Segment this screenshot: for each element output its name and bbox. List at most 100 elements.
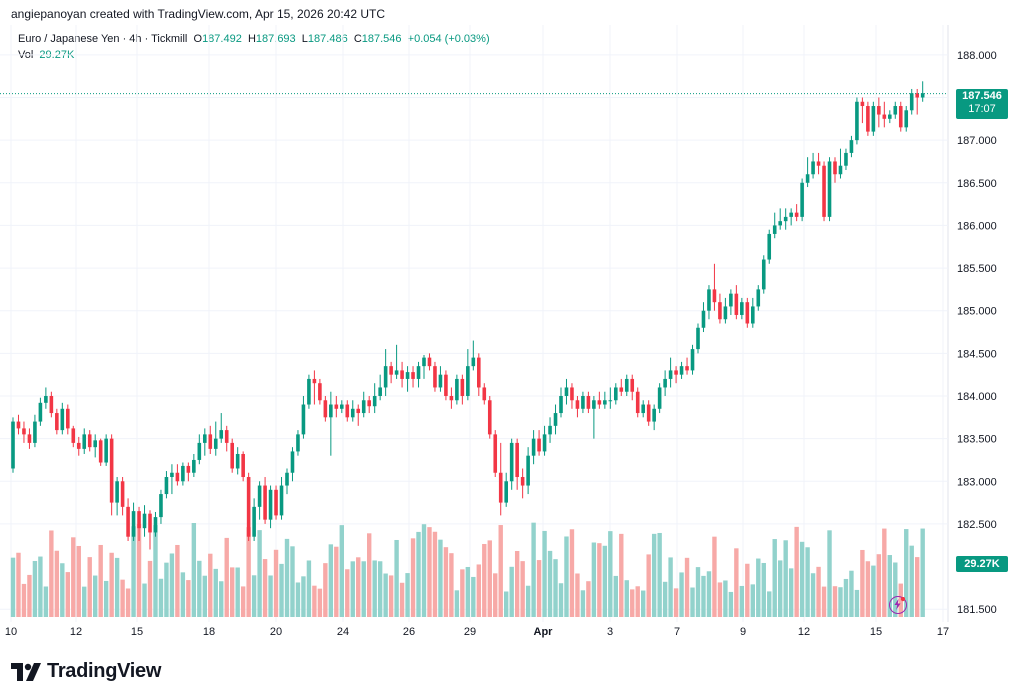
candle-body	[789, 212, 793, 217]
volume-bar	[136, 524, 142, 617]
volume-bar	[208, 553, 213, 617]
candle-body	[449, 395, 454, 401]
tradingview-logo[interactable]: TradingView	[11, 660, 161, 683]
symbol-title[interactable]: Euro / Japanese Yen · 4h · Tickmill	[18, 33, 188, 45]
candle-body	[553, 413, 558, 426]
candle-body	[400, 370, 404, 379]
candle-body	[871, 106, 876, 132]
volume-bar	[668, 557, 673, 617]
volume-bar	[246, 527, 251, 617]
volume-bar	[514, 550, 520, 617]
volume-bar	[251, 575, 257, 617]
volume-bar	[383, 573, 388, 617]
candle-body	[438, 374, 443, 388]
candle-body	[531, 438, 536, 456]
candle-body	[334, 404, 339, 409]
volume-bar	[564, 536, 569, 617]
candle-body	[778, 221, 782, 226]
candle-body	[312, 378, 317, 384]
open-value: 187.492	[202, 33, 242, 45]
candle-body	[246, 477, 251, 537]
volume-bar	[504, 591, 509, 617]
candle-body	[888, 114, 892, 119]
candle-body	[181, 465, 185, 482]
candle-body	[257, 485, 262, 507]
volume-badge: 29.27K	[956, 556, 1008, 572]
candle-body	[120, 481, 125, 507]
volume-bar	[312, 585, 317, 617]
candle-body	[800, 182, 804, 217]
candle-body	[296, 434, 300, 452]
time-tick-label: 15	[131, 626, 143, 638]
candle-body	[696, 327, 700, 350]
grid-lines	[0, 25, 949, 622]
volume-bar	[169, 553, 175, 617]
volume-bar	[843, 578, 849, 617]
candle-body	[87, 434, 92, 448]
volume-bar	[186, 580, 191, 617]
candle-body	[756, 289, 761, 307]
volume-bar	[421, 524, 427, 617]
volume-bar	[454, 590, 460, 617]
volume-bar	[586, 581, 591, 617]
candle-body	[690, 349, 695, 371]
volume-bar	[301, 576, 306, 617]
volume-bar	[657, 532, 662, 617]
volume-bar	[772, 539, 777, 617]
candle-body	[767, 233, 772, 260]
close-label: C	[353, 33, 362, 45]
volume-bar	[98, 544, 103, 617]
volume-bar	[180, 572, 186, 617]
candle-body	[109, 438, 114, 503]
candle-body	[274, 489, 278, 516]
candle-body	[608, 400, 613, 402]
change-value: +0.054 (+0.03%)	[407, 33, 490, 45]
candle-body	[849, 140, 854, 153]
candle-body	[405, 372, 410, 379]
volume-bar	[635, 586, 640, 617]
volume-bar	[120, 579, 125, 617]
volume-bar	[273, 549, 279, 617]
candle-body	[641, 404, 645, 414]
volume-bar	[65, 572, 70, 617]
candle-body	[433, 366, 437, 388]
volume-bar	[16, 552, 21, 617]
candle-body	[734, 293, 739, 315]
candle-body	[657, 387, 662, 409]
candles	[11, 81, 925, 550]
candle-body	[356, 408, 361, 414]
volume-bar	[641, 590, 646, 617]
volume-bar	[531, 522, 536, 617]
candle-body	[82, 434, 87, 449]
volume-bar	[525, 585, 531, 617]
candle-body	[263, 485, 267, 520]
candle-body	[219, 430, 224, 439]
volume-bar	[230, 567, 235, 617]
candle-body	[564, 387, 569, 396]
candle-body	[241, 453, 245, 478]
volume-bar	[388, 575, 394, 617]
candle-body	[49, 395, 54, 414]
candle-body	[33, 421, 37, 443]
flash-icon[interactable]	[889, 596, 907, 614]
candle-body	[318, 383, 322, 401]
volume-bar	[164, 562, 169, 617]
candle-body	[329, 404, 333, 418]
candle-body	[537, 438, 541, 452]
time-tick-label: 3	[607, 626, 613, 638]
volume-bar	[706, 571, 712, 617]
time-tick-label: 17	[937, 626, 949, 638]
volume-bar	[794, 526, 799, 617]
time-tick-label: 12	[70, 626, 82, 638]
volume-bar	[268, 575, 273, 617]
chart-credit: angiepanoyan created with TradingView.co…	[11, 7, 386, 21]
candle-body	[915, 93, 919, 98]
candle-body	[816, 161, 821, 166]
time-tick-label: 18	[203, 626, 215, 638]
candle-body	[504, 481, 508, 503]
candle-body	[208, 434, 213, 449]
candle-body	[38, 402, 43, 422]
volume-bar	[920, 528, 925, 617]
price-tick-label: 186.500	[957, 178, 997, 190]
